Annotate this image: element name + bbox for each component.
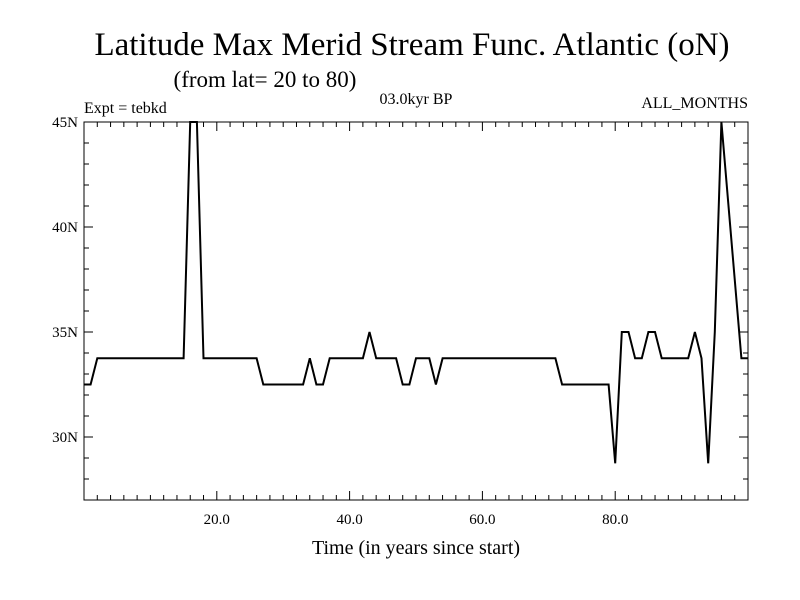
- x-tick-label: 60.0: [469, 512, 495, 528]
- y-tick-label: 45N: [52, 115, 78, 131]
- x-axis-ticks: 20.0 40.0 60.0 80.0: [204, 122, 628, 528]
- months-label: ALL_MONTHS: [641, 95, 748, 112]
- period-label: 03.0kyr BP: [380, 91, 453, 108]
- chart-subtitle: (from lat= 20 to 80): [174, 67, 357, 92]
- y-minor-ticks: [84, 142, 748, 501]
- experiment-label: Expt = tebkd: [84, 100, 167, 117]
- y-axis-ticks: 30N 35N 40N 45N: [52, 115, 748, 446]
- series-line: [84, 121, 748, 464]
- x-minor-ticks: [96, 122, 736, 500]
- chart-title: Latitude Max Merid Stream Func. Atlantic…: [94, 27, 729, 63]
- y-tick-label: 40N: [52, 220, 78, 236]
- x-tick-label: 80.0: [602, 512, 628, 528]
- x-tick-label: 20.0: [204, 512, 230, 528]
- plot-frame: [83, 121, 749, 501]
- y-tick-label: 30N: [52, 430, 78, 446]
- y-tick-label: 35N: [52, 325, 78, 341]
- x-tick-label: 40.0: [336, 512, 362, 528]
- x-axis-title: Time (in years since start): [312, 537, 520, 559]
